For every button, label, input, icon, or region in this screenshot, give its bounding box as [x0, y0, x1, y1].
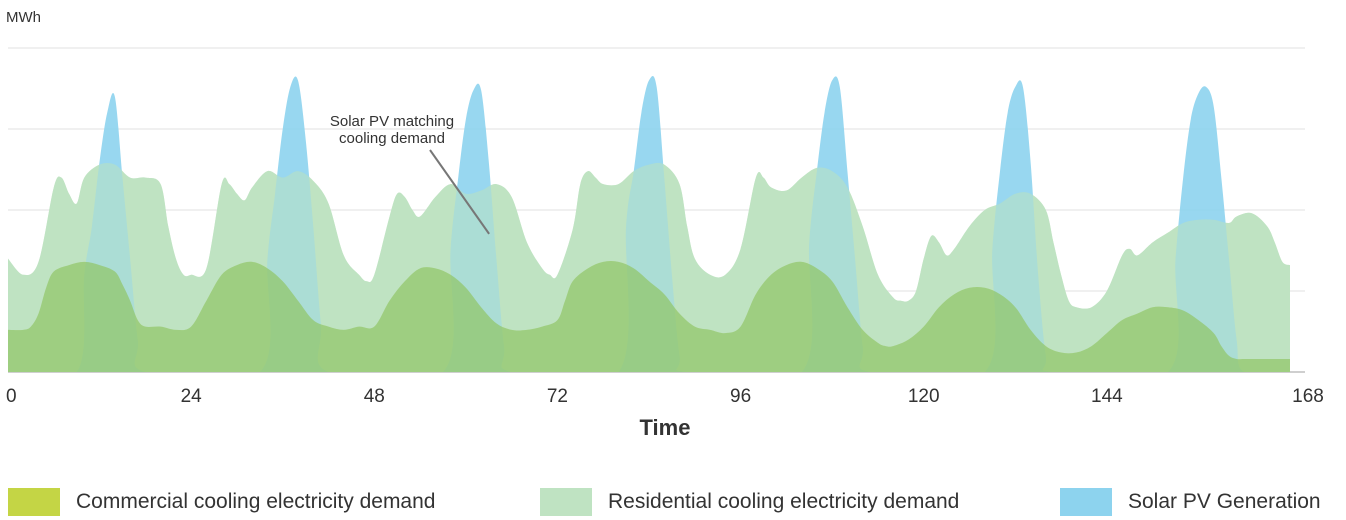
x-tick-label: 120 [908, 386, 940, 407]
legend: Commercial cooling electricity demand Re… [0, 484, 1346, 520]
x-tick-label: 48 [364, 386, 385, 407]
chart-svg: MWh 0 24 48 72 96 120 144 168 Time Solar PV mat… [6, 9, 1324, 440]
annotation: Solar PV matching cooling demand [330, 113, 490, 235]
annotation-line-1: Solar PV matching [330, 113, 454, 130]
legend-label-commercial: Commercial cooling electricity demand [76, 490, 436, 513]
area-commercial-overlay [8, 261, 1290, 372]
x-tick-label: 24 [181, 386, 203, 407]
x-tick-labels: 0 24 48 72 96 120 144 168 [6, 386, 1324, 407]
x-tick-label: 96 [730, 386, 751, 407]
legend-item-residential: Residential cooling electricity demand [540, 484, 959, 520]
x-axis-label: Time [640, 415, 691, 440]
legend-item-solar: Solar PV Generation [1060, 484, 1321, 520]
legend-swatch-commercial [8, 488, 60, 516]
legend-swatch-residential [540, 488, 592, 516]
legend-swatch-solar [1060, 488, 1112, 516]
x-tick-label: 168 [1292, 386, 1324, 407]
legend-label-residential: Residential cooling electricity demand [608, 490, 960, 513]
x-tick-label: 0 [6, 386, 17, 407]
series-areas [8, 75, 1290, 372]
y-axis-label: MWh [6, 9, 41, 26]
x-tick-label: 72 [547, 386, 568, 407]
legend-label-solar: Solar PV Generation [1128, 490, 1321, 513]
area-commercial-blend [8, 261, 1290, 372]
annotation-leader-line [429, 149, 490, 235]
annotation-line-2: cooling demand [339, 130, 445, 147]
legend-item-commercial: Commercial cooling electricity demand [8, 484, 435, 520]
x-tick-label: 144 [1091, 386, 1123, 407]
